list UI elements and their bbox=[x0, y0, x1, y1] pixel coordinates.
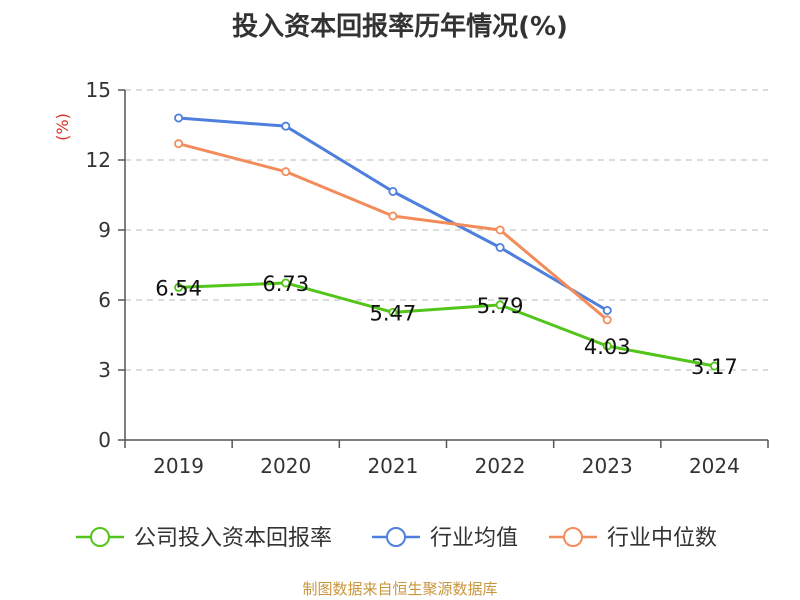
series-lines bbox=[174, 113, 719, 371]
data-label: 5.47 bbox=[370, 301, 417, 325]
legend-swatch-marker bbox=[90, 527, 110, 547]
grid-lines bbox=[125, 89, 768, 371]
data-point bbox=[495, 225, 505, 235]
series-line bbox=[178, 142, 609, 321]
y-tick-label: 15 bbox=[86, 78, 111, 102]
y-tick-label: 0 bbox=[98, 428, 111, 452]
y-tick-label: 6 bbox=[98, 288, 111, 312]
x-tick-label: 2020 bbox=[260, 454, 311, 478]
x-tick-label: 2023 bbox=[582, 454, 633, 478]
x-tick-label: 2021 bbox=[367, 454, 418, 478]
data-point bbox=[281, 121, 291, 131]
data-label: 6.54 bbox=[155, 276, 202, 300]
x-tick-label: 2022 bbox=[475, 454, 526, 478]
chart-title: 投入资本回报率历年情况(%) bbox=[232, 12, 568, 42]
data-point bbox=[602, 341, 612, 351]
axes: 0 3 6 9 12 15 2019 2020 2021 2022 2023 2024 (%) bbox=[53, 78, 769, 478]
data-point bbox=[388, 307, 398, 317]
legend-item: 行业均值 bbox=[372, 526, 518, 551]
data-label: 4.03 bbox=[584, 335, 631, 359]
source-note: 制图数据来自恒生聚源数据库 bbox=[302, 580, 498, 598]
data-labels: 6.54 6.73 5.47 5.79 4.03 3.17 bbox=[155, 272, 738, 379]
data-point bbox=[281, 278, 291, 288]
data-label: 3.17 bbox=[691, 355, 738, 379]
y-tick-label: 12 bbox=[86, 148, 111, 172]
data-point bbox=[388, 186, 398, 196]
data-point bbox=[602, 305, 612, 315]
data-label: 6.73 bbox=[262, 272, 309, 296]
data-point bbox=[495, 242, 505, 252]
legend-label: 公司投入资本回报率 bbox=[134, 526, 332, 551]
series-line bbox=[178, 281, 715, 368]
data-point bbox=[174, 139, 184, 149]
data-point bbox=[602, 315, 612, 325]
x-tick-label: 2019 bbox=[153, 454, 204, 478]
y-tick-label: 9 bbox=[98, 218, 111, 242]
data-point bbox=[174, 282, 184, 292]
y-tick-label: 3 bbox=[98, 358, 111, 382]
data-point bbox=[495, 300, 505, 310]
x-tick-label: 2024 bbox=[689, 454, 740, 478]
legend-item: 公司投入资本回报率 bbox=[76, 526, 332, 551]
legend-swatch-marker bbox=[386, 527, 406, 547]
y-axis-label: (%) bbox=[53, 113, 72, 141]
legend-item: 行业中位数 bbox=[549, 526, 717, 551]
legend-label: 行业中位数 bbox=[607, 526, 717, 551]
legend-label: 行业均值 bbox=[430, 526, 518, 551]
legend: 公司投入资本回报率 行业均值 行业中位数 bbox=[76, 526, 717, 551]
data-point bbox=[388, 211, 398, 221]
legend-swatch-marker bbox=[563, 527, 583, 547]
data-point bbox=[174, 113, 184, 123]
data-point bbox=[709, 361, 719, 371]
data-point bbox=[281, 167, 291, 177]
data-label: 5.79 bbox=[477, 294, 524, 318]
